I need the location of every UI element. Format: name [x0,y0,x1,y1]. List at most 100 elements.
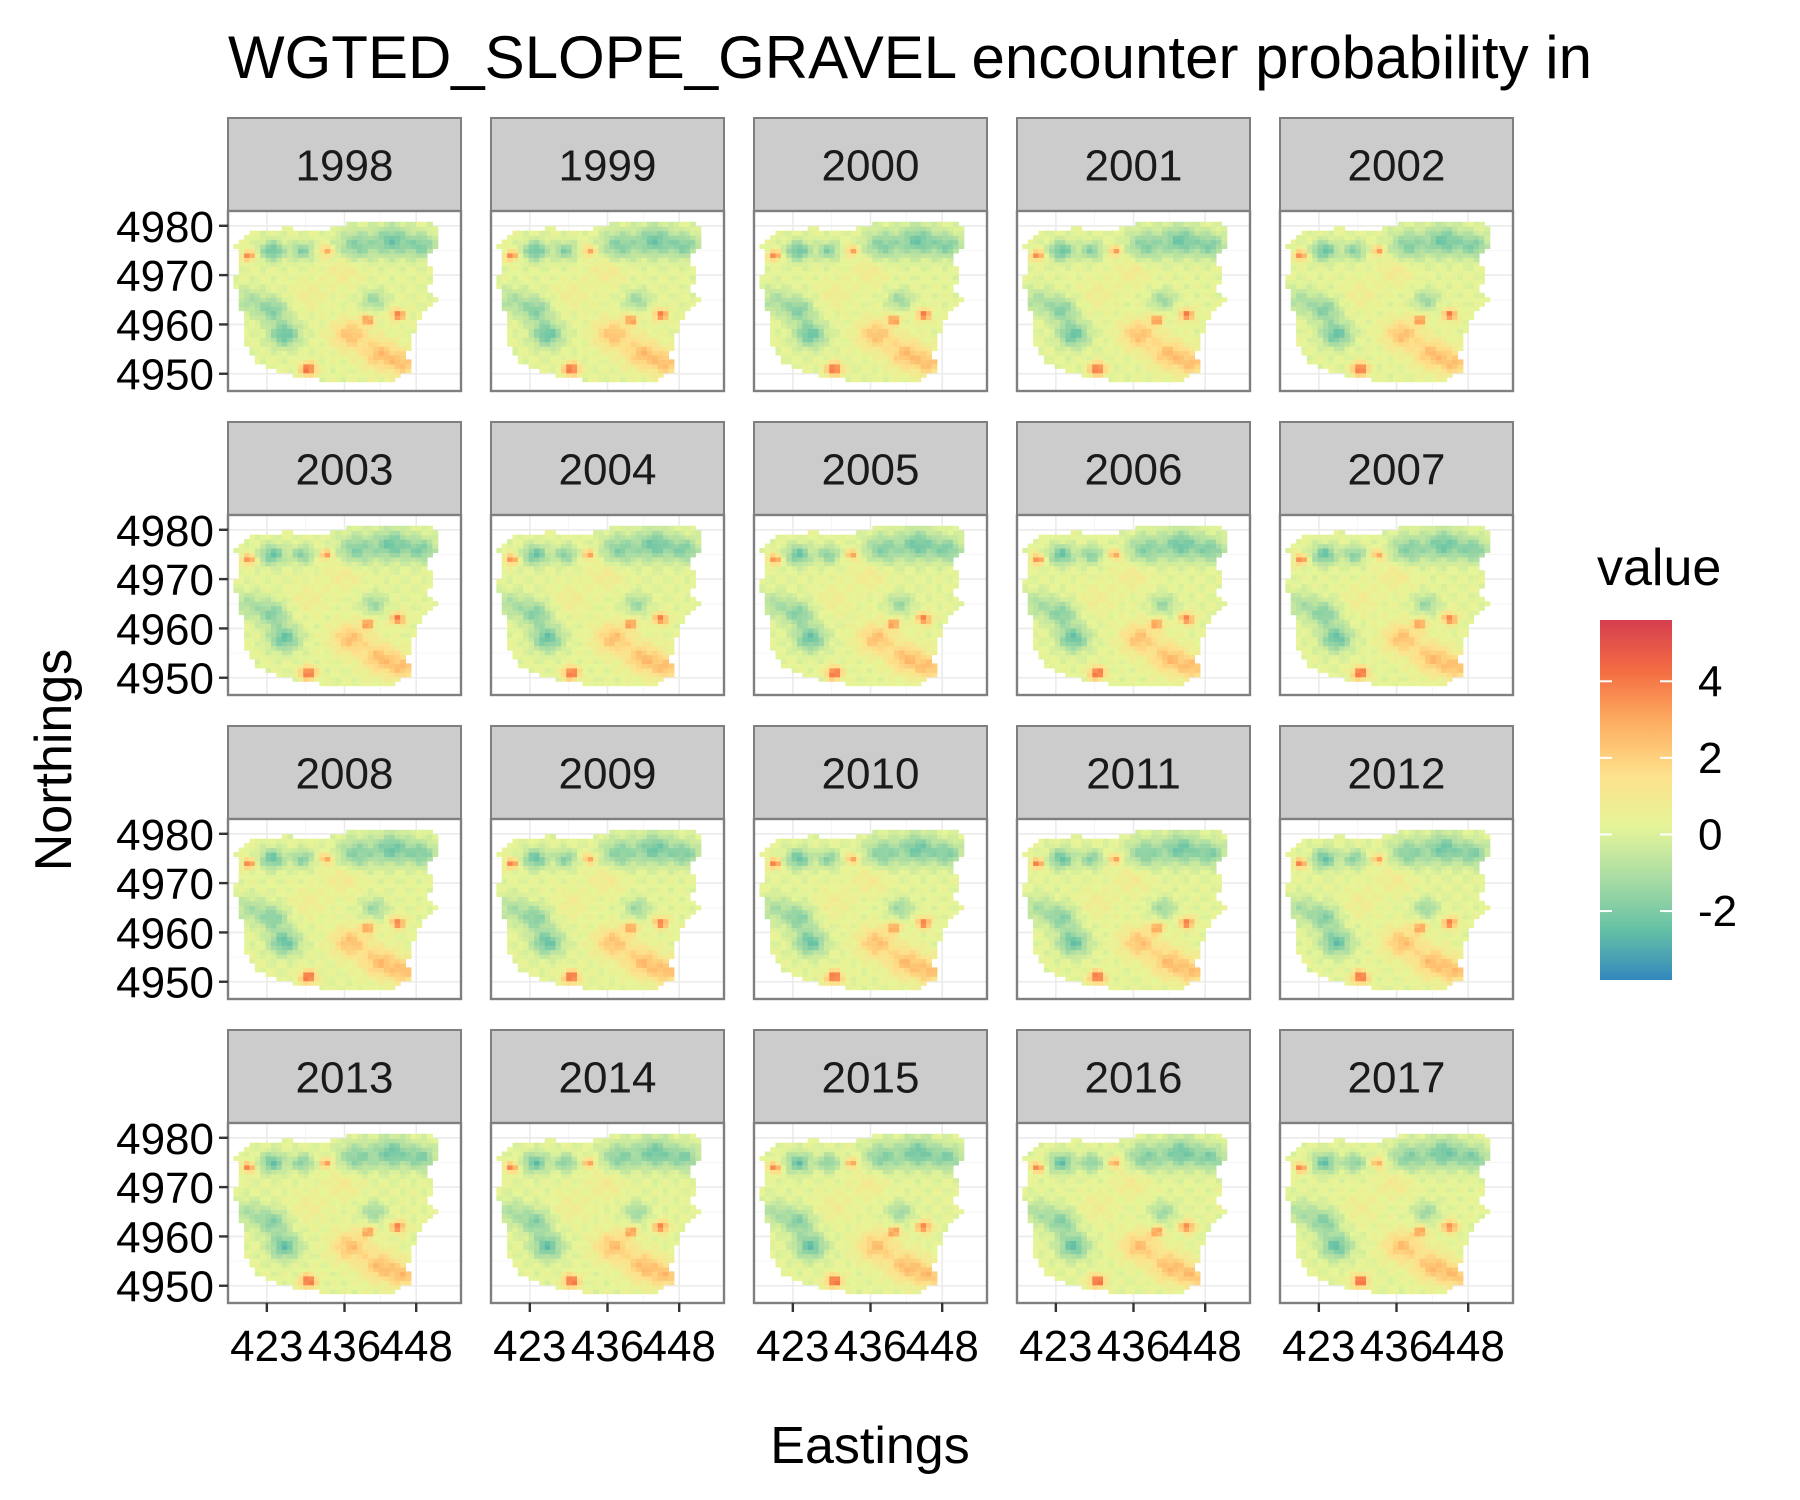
heatmap-cell [641,323,648,329]
heatmap-cell [1092,243,1099,250]
heatmap-cell [1301,257,1308,263]
heatmap-cell [1205,310,1212,316]
heatmap-cell [244,301,251,307]
heatmap-cell [931,266,938,272]
heatmap-cell [1162,235,1169,241]
heatmap-cell [367,337,374,343]
heatmap-cell [598,288,605,294]
heatmap-cell [630,252,637,258]
heatmap-cell [1189,315,1196,321]
heatmap-cell [1086,359,1093,365]
heatmap-cell [861,235,868,241]
heatmap-cell [625,297,632,303]
heatmap-cell [652,332,659,338]
heatmap-cell [362,230,369,236]
heatmap-cell [872,270,879,276]
heatmap-cell [523,354,530,360]
heatmap-cell [512,310,519,316]
heatmap-cell [856,354,863,360]
heatmap-cell [1103,248,1110,254]
heatmap-cell [641,230,648,236]
heatmap-cell [324,243,331,250]
heatmap-cell [254,275,261,281]
heatmap-cell [1301,332,1308,338]
heatmap-cell [657,337,664,343]
heatmap-cell [1049,252,1056,258]
heatmap-cell [942,306,949,312]
heatmap-cell [1092,328,1099,334]
heatmap-cell [1140,252,1147,258]
heatmap-cell [1049,230,1056,236]
heatmap-cell [308,354,315,360]
heatmap-cell [797,346,803,352]
heatmap-cell [823,239,830,245]
heatmap-cell [926,226,933,232]
heatmap-cell [1135,239,1142,245]
heatmap-cell [1328,332,1335,338]
heatmap-cell [378,306,385,312]
heatmap-cell [1129,248,1136,254]
heatmap-cell [609,261,616,267]
heatmap-cell [1076,226,1083,232]
heatmap-cell [281,275,288,281]
heatmap-cell [544,257,551,263]
heatmap-cell [936,266,943,272]
heatmap-cell [888,270,895,276]
heatmap-cell [657,279,664,285]
heatmap-cell [614,323,621,329]
heatmap-cell [501,297,508,303]
heatmap-cell [861,354,868,360]
heatmap-cell [888,315,895,321]
heatmap-cell [899,306,906,312]
heatmap-cell [297,243,304,250]
heatmap-cell [528,270,535,276]
heatmap-cell [260,297,267,303]
heatmap-cell [400,297,407,303]
heatmap-cell [410,279,417,285]
heatmap-cell [1060,270,1066,276]
heatmap-cell [566,346,573,352]
heatmap-cell [652,275,659,281]
heatmap-cell [528,239,535,245]
heatmap-cell [1097,275,1104,281]
heatmap-cell [786,332,793,338]
heatmap-cell [877,257,884,263]
heatmap-cell [539,310,546,316]
heatmap-cell [780,337,787,343]
heatmap-cell [1333,328,1340,334]
heatmap-cell [1215,279,1222,285]
heatmap-cell [834,346,841,352]
heatmap-cell [840,248,847,254]
heatmap-cell [636,243,643,250]
heatmap-cell [1124,323,1131,329]
heatmap-cell [1317,328,1324,334]
heatmap-cell [786,288,793,294]
heatmap-cell [1081,315,1088,321]
heatmap-cell [1290,297,1297,303]
heatmap-cell [1060,230,1066,236]
heatmap-cell [1146,328,1153,334]
heatmap-cell [582,346,589,352]
heatmap-cell [1151,359,1158,365]
heatmap-cell [775,243,782,250]
heatmap-cell [394,297,401,303]
heatmap-cell [786,359,793,365]
heatmap-cell [909,261,916,267]
heatmap-cell [367,226,374,232]
heatmap-cell [308,288,315,294]
heatmap-cell [909,328,916,334]
heatmap-cell [550,328,557,334]
heatmap-cell [276,319,283,325]
heatmap-cell [926,221,933,227]
heatmap-cell [603,346,610,352]
heatmap-cell [802,266,809,272]
heatmap-cell [523,297,530,303]
heatmap-cell [1317,332,1324,338]
heatmap-cell [834,230,841,236]
heatmap-cell [598,315,605,321]
heatmap-cell [1328,248,1335,254]
heatmap-cell [679,283,686,289]
heatmap-cell [1194,319,1201,325]
heatmap-cell [1162,248,1169,254]
heatmap-cell [909,221,916,227]
